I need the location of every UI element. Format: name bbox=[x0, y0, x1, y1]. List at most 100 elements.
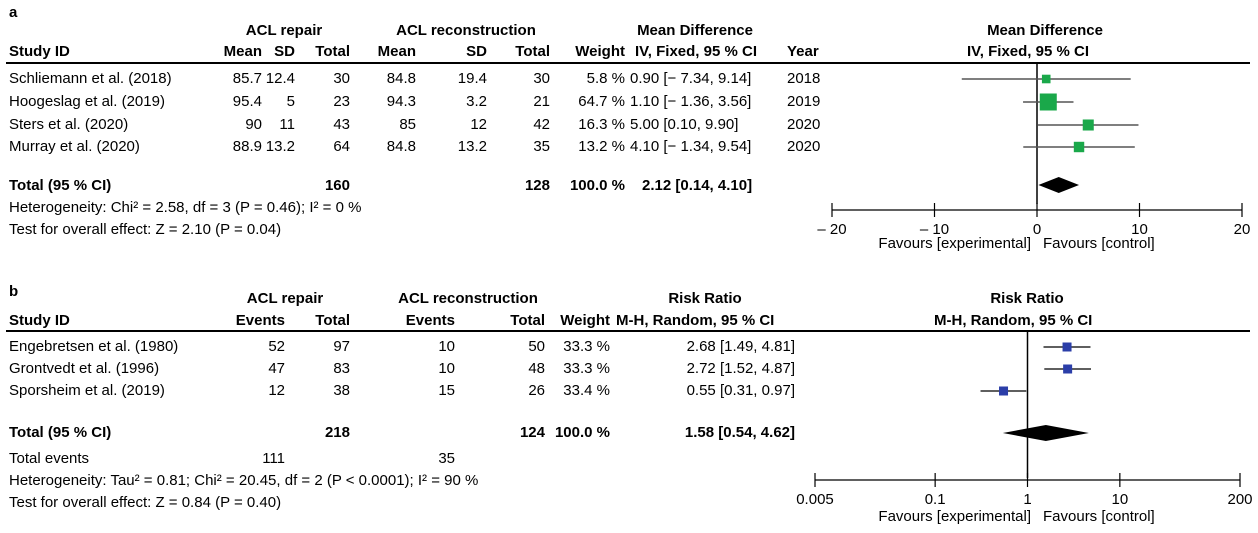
b-col-ci: M-H, Random, 95 % CI bbox=[616, 312, 775, 329]
b-total-events-2: 35 bbox=[438, 450, 455, 467]
total-2: 35 bbox=[533, 138, 550, 155]
total-2: 42 bbox=[533, 116, 550, 133]
a-overall-effect: Test for overall effect: Z = 2.10 (P = 0… bbox=[9, 221, 282, 238]
total-2: 26 bbox=[528, 382, 545, 399]
a-col-study-id: Study ID bbox=[9, 43, 70, 60]
sd-2: 13.2 bbox=[457, 138, 487, 155]
ci-text: 4.10 [− 1.34, 9.54] bbox=[630, 138, 752, 155]
year: 2018 bbox=[787, 70, 821, 87]
a-col-total-2: Total bbox=[515, 43, 550, 60]
favours-left-label: Favours [experimental] bbox=[878, 508, 1031, 525]
b-overall-effect: Test for overall effect: Z = 0.84 (P = 0… bbox=[9, 494, 282, 511]
b-header-rule bbox=[6, 330, 1250, 332]
b-total-label: Total (95 % CI) bbox=[9, 424, 112, 441]
panel-a-label: a bbox=[9, 4, 18, 21]
total-1: 30 bbox=[333, 70, 350, 87]
b-col-events-1: Events bbox=[235, 312, 285, 329]
study-name: Hoogeslag et al. (2019) bbox=[9, 93, 165, 110]
a-total-n1: 160 bbox=[324, 177, 350, 194]
a-col-mean-2: Mean bbox=[377, 43, 416, 60]
study-name: Sporsheim et al. (2019) bbox=[9, 382, 165, 399]
study-name: Engebretsen et al. (1980) bbox=[9, 338, 179, 355]
b-col-weight: Weight bbox=[560, 312, 610, 329]
panel-b-label: b bbox=[9, 283, 19, 300]
b-total-n2: 124 bbox=[519, 424, 545, 441]
study-point-marker bbox=[1062, 342, 1072, 352]
year: 2019 bbox=[787, 93, 821, 110]
sd-1: 11 bbox=[279, 116, 295, 133]
sd-2: 3.2 bbox=[466, 93, 487, 110]
b-col-events-2: Events bbox=[405, 312, 455, 329]
year: 2020 bbox=[787, 138, 821, 155]
ci-text: 1.10 [− 1.36, 3.56] bbox=[630, 93, 752, 110]
a-total-weight: 100.0 % bbox=[569, 177, 625, 194]
x-tick-label: 0 bbox=[1033, 221, 1041, 238]
total-1: 64 bbox=[333, 138, 350, 155]
study-point-marker bbox=[1073, 141, 1085, 153]
ci-text: 0.55 [0.31, 0.97] bbox=[686, 382, 795, 399]
events-2: 10 bbox=[438, 360, 455, 377]
total-2: 48 bbox=[528, 360, 545, 377]
mean-1: 95.4 bbox=[232, 93, 262, 110]
ci-text: 5.00 [0.10, 9.90] bbox=[630, 116, 739, 133]
a-col-year: Year bbox=[787, 43, 819, 60]
study-name: Sters et al. (2020) bbox=[9, 116, 129, 133]
sd-2: 19.4 bbox=[457, 70, 487, 87]
mean-2: 94.3 bbox=[386, 93, 416, 110]
weight: 16.3 % bbox=[578, 116, 625, 133]
mean-1: 88.9 bbox=[232, 138, 262, 155]
weight: 33.3 % bbox=[563, 338, 610, 355]
b-col-study-id: Study ID bbox=[9, 312, 70, 329]
favours-right-label: Favours [control] bbox=[1043, 508, 1155, 525]
a-col-weight: Weight bbox=[575, 43, 625, 60]
b-plot-header-risk-ratio: Risk Ratio bbox=[990, 290, 1064, 307]
x-tick-label: – 10 bbox=[920, 221, 949, 238]
b-total-ci: 1.58 [0.54, 4.62] bbox=[684, 424, 795, 441]
weight: 33.4 % bbox=[563, 382, 610, 399]
b-total-events-label: Total events bbox=[9, 450, 90, 467]
study-point-marker bbox=[999, 386, 1009, 396]
b-plot-subheader: M-H, Random, 95 % CI bbox=[934, 312, 1093, 329]
x-tick-label: 10 bbox=[1112, 491, 1129, 508]
study-point-marker bbox=[1041, 74, 1051, 84]
a-plot-header-mean-difference: Mean Difference bbox=[987, 22, 1103, 39]
ci-text: 2.68 [1.49, 4.81] bbox=[686, 338, 795, 355]
total-1: 83 bbox=[333, 360, 350, 377]
total-1: 38 bbox=[333, 382, 350, 399]
sd-1: 13.2 bbox=[265, 138, 295, 155]
x-tick-label: 0.005 bbox=[796, 491, 834, 508]
study-point-marker bbox=[1082, 119, 1094, 131]
year: 2020 bbox=[787, 116, 821, 133]
events-1: 12 bbox=[268, 382, 285, 399]
total-2: 50 bbox=[528, 338, 545, 355]
b-col-total-2: Total bbox=[510, 312, 545, 329]
pooled-diamond bbox=[1002, 425, 1089, 441]
study-name: Grontvedt et al. (1996) bbox=[9, 360, 160, 377]
a-col-ci: IV, Fixed, 95 % CI bbox=[635, 43, 757, 60]
b-total-events-1: 111 bbox=[262, 450, 285, 467]
study-point-marker bbox=[1039, 93, 1057, 111]
a-col-sd-2: SD bbox=[466, 43, 487, 60]
pooled-diamond bbox=[1038, 177, 1080, 193]
a-header-mean-difference: Mean Difference bbox=[637, 22, 753, 39]
a-col-mean-1: Mean bbox=[223, 43, 262, 60]
b-heterogeneity: Heterogeneity: Tau² = 0.81; Chi² = 20.45… bbox=[9, 472, 479, 489]
total-2: 21 bbox=[533, 93, 550, 110]
mean-1: 85.7 bbox=[232, 70, 262, 87]
a-col-sd-1: SD bbox=[274, 43, 295, 60]
events-2: 10 bbox=[438, 338, 455, 355]
favours-right-label: Favours [control] bbox=[1043, 235, 1155, 252]
a-header-rule bbox=[6, 62, 1250, 64]
x-tick-label: 10 bbox=[1131, 221, 1148, 238]
study-name: Schliemann et al. (2018) bbox=[9, 70, 172, 87]
a-heterogeneity: Heterogeneity: Chi² = 2.58, df = 3 (P = … bbox=[9, 199, 362, 216]
total-2: 30 bbox=[533, 70, 550, 87]
sd-2: 12 bbox=[470, 116, 487, 133]
study-point-marker bbox=[1063, 364, 1073, 374]
b-col-total-1: Total bbox=[315, 312, 350, 329]
mean-2: 84.8 bbox=[386, 70, 416, 87]
ci-text: 2.72 [1.52, 4.87] bbox=[686, 360, 795, 377]
events-1: 47 bbox=[268, 360, 285, 377]
a-plot-subheader: IV, Fixed, 95 % CI bbox=[967, 43, 1089, 60]
weight: 33.3 % bbox=[563, 360, 610, 377]
